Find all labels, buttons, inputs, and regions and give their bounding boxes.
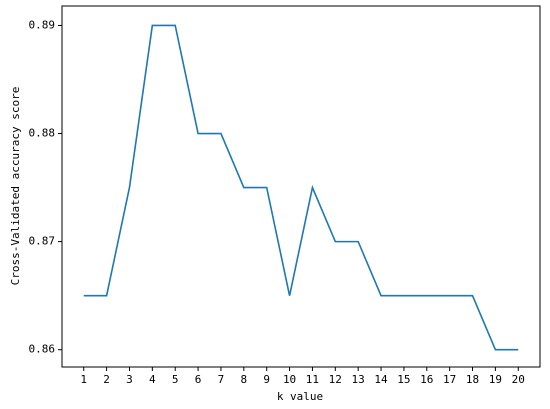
x-tick-label: 8	[241, 373, 248, 386]
x-tick-label: 9	[263, 373, 270, 386]
data-line	[83, 24, 519, 351]
x-tick-label: 13	[352, 373, 365, 386]
x-axis-label: k value	[277, 390, 323, 403]
x-tick-label: 14	[374, 373, 388, 386]
x-tick-label: 16	[420, 373, 433, 386]
x-tick-label: 20	[512, 373, 525, 386]
x-tick-label: 17	[443, 373, 456, 386]
y-tick-label: 0.86	[29, 343, 56, 356]
plot-frame	[61, 5, 541, 368]
x-tick-label: 4	[149, 373, 156, 386]
x-tick-label: 6	[195, 373, 202, 386]
x-tick-label: 3	[126, 373, 133, 386]
y-axis-label: Cross-Validated accuracy score	[9, 87, 22, 286]
y-tick-label: 0.88	[29, 127, 56, 140]
x-tick-label: 2	[103, 373, 110, 386]
x-tick-label: 12	[329, 373, 342, 386]
x-tick-label: 11	[306, 373, 319, 386]
x-tick-label: 1	[80, 373, 87, 386]
x-tick-label: 19	[489, 373, 502, 386]
x-tick-label: 18	[466, 373, 479, 386]
y-tick-label: 0.89	[29, 18, 56, 31]
x-tick-label: 10	[283, 373, 296, 386]
y-tick-label: 0.87	[29, 235, 56, 248]
x-tick-label: 15	[397, 373, 410, 386]
x-tick-label: 5	[172, 373, 179, 386]
x-tick-label: 7	[218, 373, 225, 386]
